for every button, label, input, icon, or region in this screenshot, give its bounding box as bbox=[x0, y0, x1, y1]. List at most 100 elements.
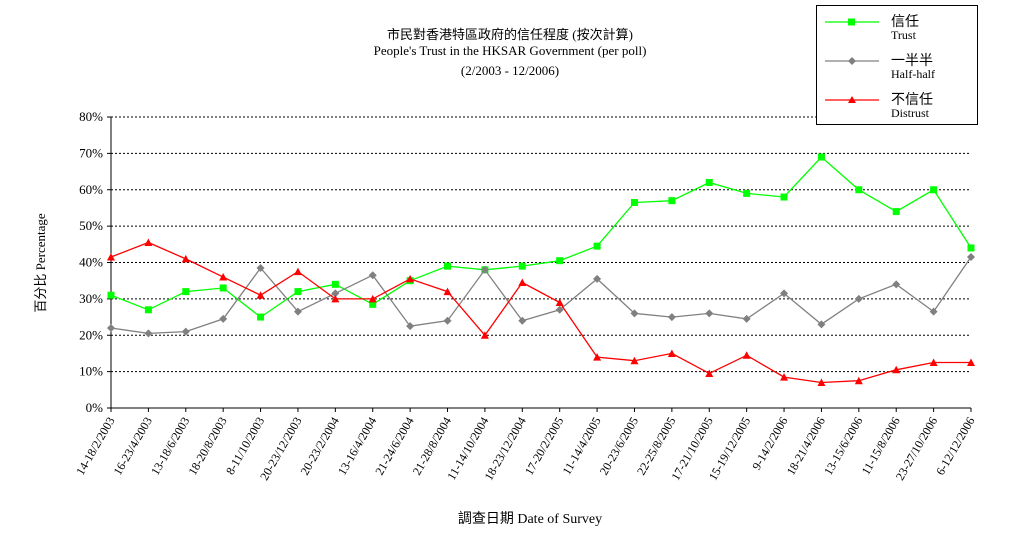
y-tick-label: 10% bbox=[79, 364, 103, 379]
data-point-half-half bbox=[593, 274, 602, 283]
data-point-distrust bbox=[667, 349, 676, 357]
legend-item-half-half: 一半半 Half-half bbox=[817, 47, 977, 85]
data-point-trust bbox=[630, 198, 638, 206]
data-point-trust bbox=[257, 313, 265, 321]
series-line-trust bbox=[110, 156, 972, 318]
data-point-distrust bbox=[593, 353, 602, 361]
data-point-distrust bbox=[742, 351, 751, 359]
chart-subtitle: People's Trust in the HKSAR Government (… bbox=[373, 43, 647, 58]
data-point-distrust bbox=[256, 291, 265, 299]
legend-label-half-half: 一半半 bbox=[891, 54, 933, 69]
y-axis-label: 百分比 Percentage bbox=[33, 213, 48, 313]
data-point-distrust bbox=[293, 267, 302, 276]
data-point-half-half bbox=[967, 253, 975, 262]
data-point-half-half bbox=[368, 271, 377, 280]
data-point-half-half bbox=[480, 265, 489, 274]
data-point-half-half bbox=[705, 309, 714, 318]
data-point-trust bbox=[855, 186, 863, 194]
legend-distrust-swatch bbox=[825, 96, 879, 103]
data-point-distrust bbox=[219, 273, 228, 281]
data-point-trust bbox=[444, 262, 452, 270]
series-group bbox=[107, 153, 975, 387]
legend-sublabel-distrust: Distrust bbox=[891, 106, 930, 120]
x-tick-label: 8-11/10/2003 bbox=[223, 415, 267, 478]
data-point-half-half bbox=[518, 316, 527, 325]
y-tick-label: 50% bbox=[79, 218, 103, 233]
data-point-distrust bbox=[630, 356, 639, 365]
legend-trust-swatch bbox=[825, 18, 879, 26]
data-point-distrust bbox=[443, 287, 452, 296]
legend-sublabel-trust: Trust bbox=[891, 28, 916, 42]
legend-item-distrust: 不信任 Distrust bbox=[817, 86, 977, 124]
data-point-half-half bbox=[293, 307, 302, 316]
legend-label-distrust: 不信任 bbox=[891, 93, 933, 108]
data-point-distrust bbox=[107, 253, 115, 261]
data-point-trust bbox=[930, 186, 938, 194]
y-tick-label: 20% bbox=[79, 327, 103, 342]
gridlines bbox=[111, 116, 971, 373]
data-point-trust bbox=[817, 153, 825, 161]
data-point-half-half bbox=[107, 323, 115, 332]
chart-title: 市民對香港特區政府的信任程度 (按次計算) bbox=[387, 27, 633, 42]
data-point-trust bbox=[556, 257, 564, 265]
data-point-half-half bbox=[929, 307, 938, 316]
data-point-trust bbox=[369, 300, 377, 308]
legend-half-half-swatch bbox=[825, 57, 879, 65]
data-point-trust bbox=[144, 306, 152, 314]
data-point-distrust bbox=[480, 331, 489, 339]
x-tick-label: 9-14/2/2006 bbox=[749, 415, 790, 473]
series-line-distrust bbox=[110, 241, 971, 384]
data-point-half-half bbox=[406, 322, 415, 331]
data-point-trust bbox=[892, 208, 900, 216]
data-point-distrust bbox=[817, 378, 826, 387]
data-point-trust bbox=[219, 284, 227, 292]
y-tick-label: 80% bbox=[79, 109, 103, 124]
data-point-distrust bbox=[555, 298, 564, 307]
x-tick-label: 11-14/4/2005 bbox=[559, 415, 603, 478]
y-tick-label: 40% bbox=[79, 255, 103, 270]
y-tick-label: 0% bbox=[86, 400, 104, 415]
data-point-half-half bbox=[742, 314, 751, 323]
data-point-trust bbox=[294, 288, 302, 296]
data-point-distrust bbox=[854, 376, 863, 385]
data-point-distrust bbox=[181, 254, 190, 263]
data-point-half-half bbox=[630, 309, 639, 318]
axes bbox=[107, 116, 972, 412]
data-point-distrust bbox=[929, 358, 938, 367]
data-point-distrust bbox=[780, 373, 789, 381]
data-point-half-half bbox=[181, 327, 190, 336]
data-point-trust bbox=[705, 178, 713, 186]
data-point-trust bbox=[780, 193, 788, 201]
data-point-trust bbox=[182, 288, 190, 296]
data-point-distrust bbox=[705, 369, 714, 377]
data-point-distrust bbox=[331, 294, 340, 303]
data-point-trust bbox=[107, 291, 115, 299]
legend: 信任 Trust 一半半 Half-half 不信任 Distrust bbox=[816, 5, 978, 125]
data-point-distrust bbox=[368, 294, 377, 303]
data-point-trust bbox=[331, 280, 339, 288]
data-point-half-half bbox=[854, 294, 863, 303]
x-tick-labels: 14-18/2/200316-23/4/200313-18/6/200318-2… bbox=[73, 415, 977, 483]
x-axis-label: 調查日期 Date of Survey bbox=[458, 511, 602, 527]
data-point-half-half bbox=[817, 320, 826, 329]
data-point-half-half bbox=[331, 289, 340, 298]
data-point-half-half bbox=[667, 313, 676, 322]
data-point-trust bbox=[668, 197, 676, 205]
data-point-trust bbox=[743, 189, 751, 197]
data-point-half-half bbox=[219, 314, 228, 323]
y-tick-label: 30% bbox=[79, 291, 103, 306]
data-point-half-half bbox=[443, 316, 452, 325]
data-point-half-half bbox=[892, 280, 901, 289]
data-point-distrust bbox=[406, 274, 415, 283]
data-point-distrust bbox=[967, 358, 975, 367]
y-tick-label: 70% bbox=[79, 145, 103, 160]
legend-sublabel-half-half: Half-half bbox=[891, 67, 935, 81]
y-tick-labels: 0% 10% 20% 30% 40% 50% 60% 70% 80% bbox=[79, 109, 103, 415]
data-point-half-half bbox=[780, 289, 789, 298]
data-point-half-half bbox=[555, 305, 564, 314]
series-line-half-half bbox=[110, 256, 972, 335]
data-point-half-half bbox=[256, 263, 265, 272]
legend-item-trust: 信任 Trust bbox=[817, 8, 977, 46]
data-point-distrust bbox=[892, 365, 901, 374]
